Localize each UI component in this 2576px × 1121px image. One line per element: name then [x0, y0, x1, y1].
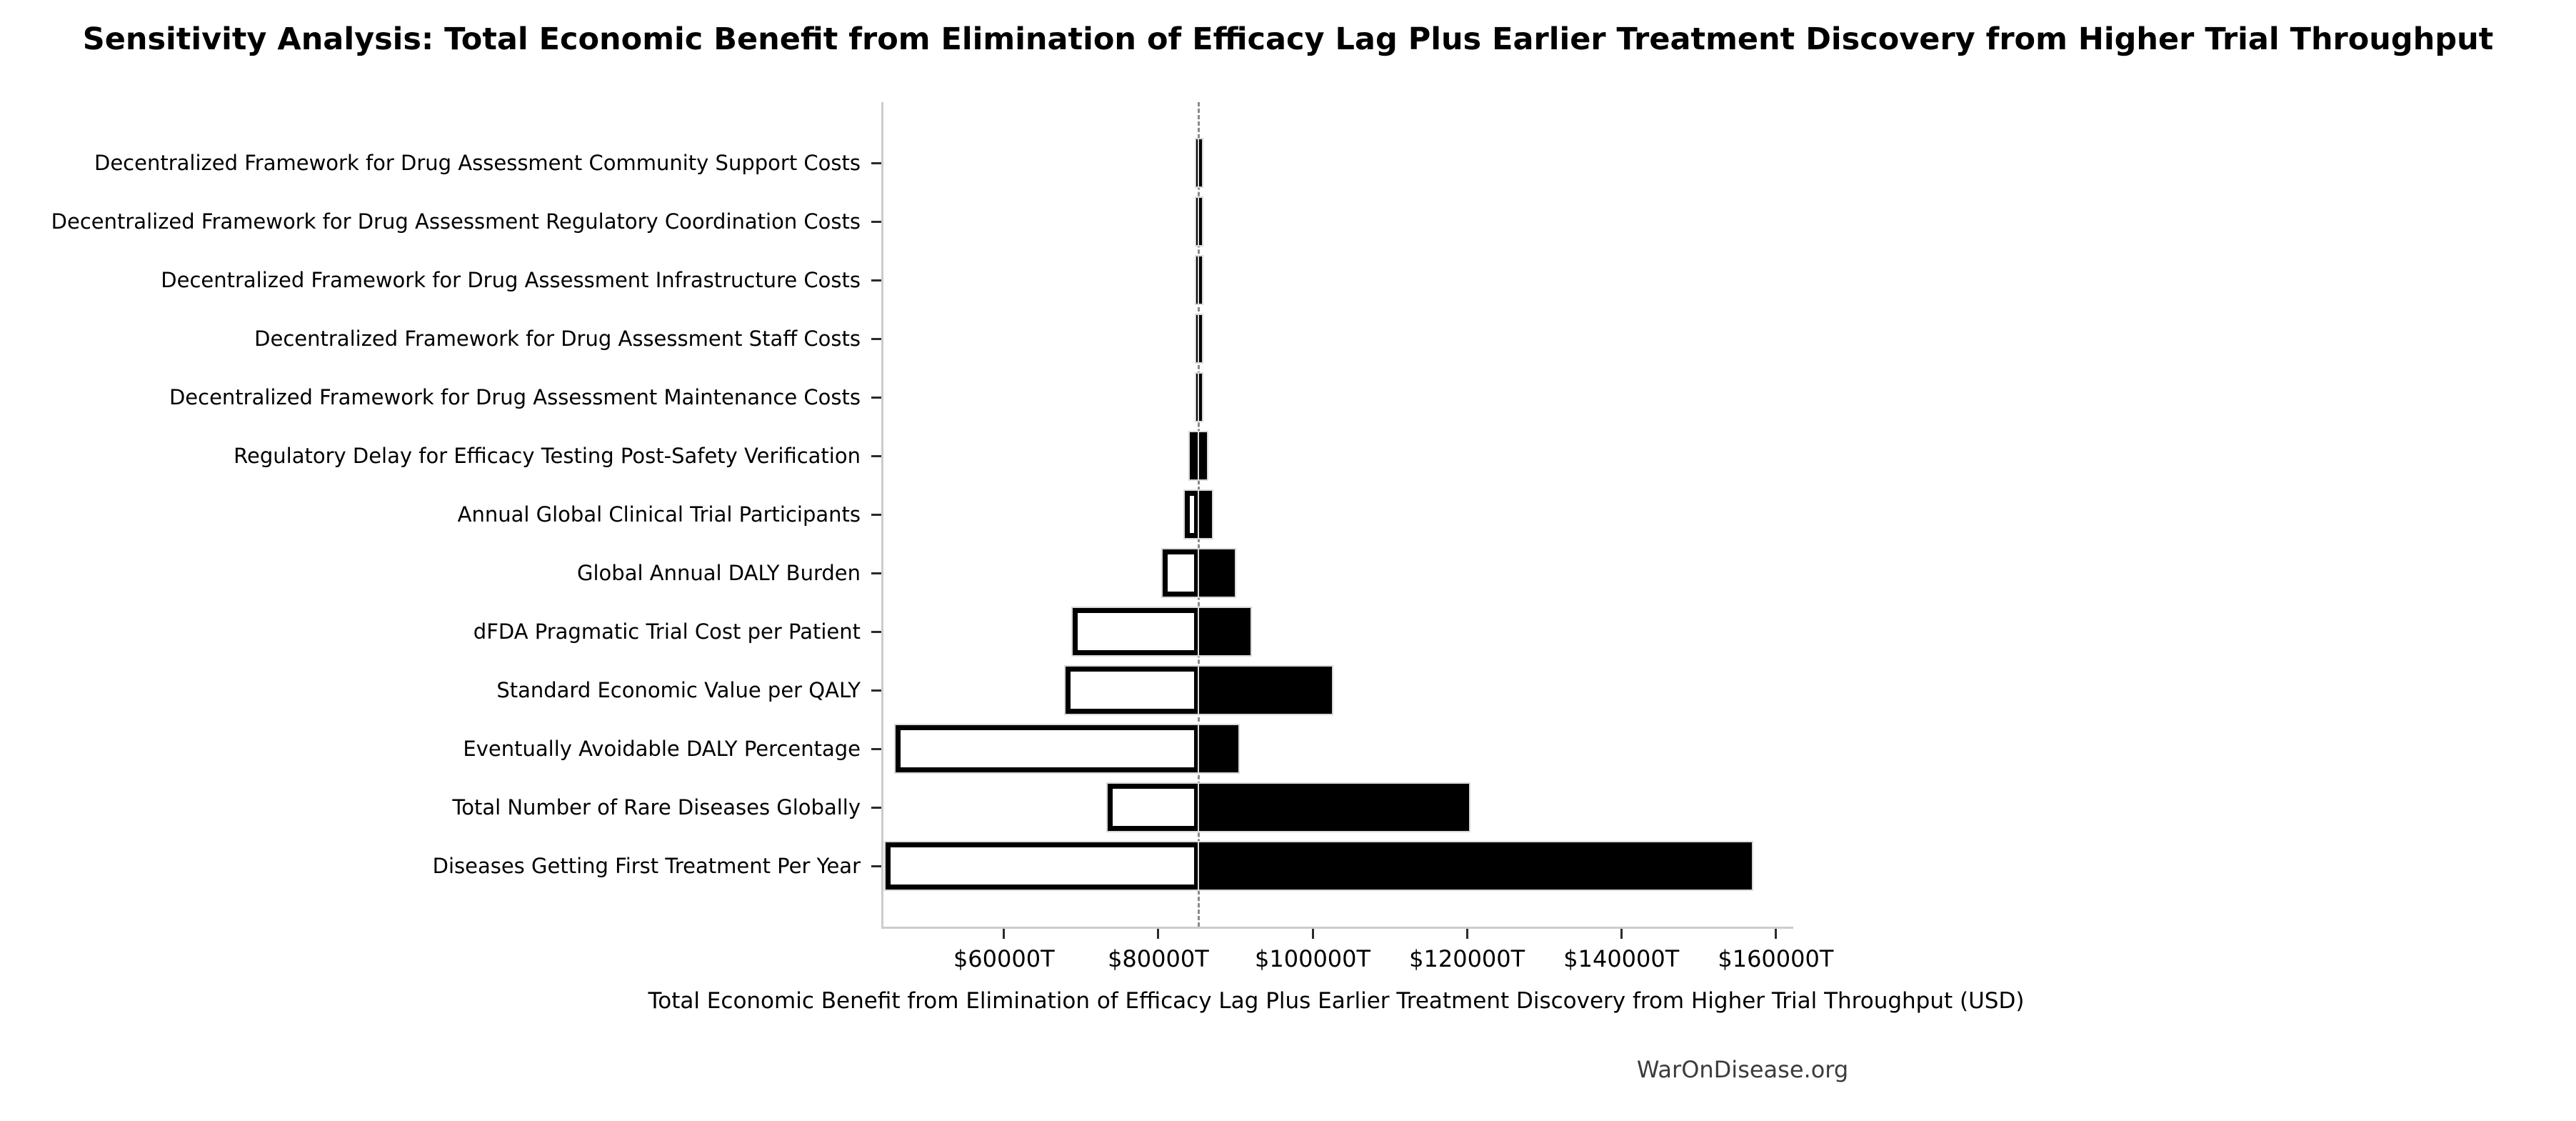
low-bar — [1064, 665, 1201, 715]
y-tick-label: Annual Global Clinical Trial Participant… — [457, 502, 861, 527]
low-bar — [1188, 431, 1201, 481]
y-tick-label: Total Number of Rare Diseases Globally — [452, 795, 861, 819]
low-bar — [1183, 489, 1201, 539]
y-tick-label: Global Annual DALY Burden — [577, 561, 861, 585]
high-bar — [1197, 138, 1204, 188]
y-tick-label: Decentralized Framework for Drug Assessm… — [161, 268, 861, 292]
low-bar — [1195, 196, 1201, 246]
x-tick-mark — [1465, 929, 1468, 939]
high-bar — [1197, 489, 1214, 539]
x-tick-label: $80000T — [1108, 945, 1209, 972]
high-bar — [1197, 782, 1470, 832]
high-bar — [1197, 548, 1236, 598]
high-bar — [1197, 255, 1204, 305]
y-tick-mark — [871, 689, 881, 692]
y-tick-mark — [871, 279, 881, 282]
x-tick-label: $100000T — [1255, 945, 1371, 972]
chart-title: Sensitivity Analysis: Total Economic Ben… — [82, 21, 2494, 57]
y-tick-mark — [871, 865, 881, 867]
high-bar — [1197, 314, 1204, 364]
y-tick-mark — [871, 161, 881, 164]
y-tick-mark — [871, 220, 881, 223]
x-tick-mark — [1774, 929, 1777, 939]
high-bar — [1197, 372, 1204, 422]
low-bar — [884, 841, 1201, 891]
low-bar — [1195, 372, 1201, 422]
y-tick-mark — [871, 747, 881, 750]
x-tick-label: $140000T — [1563, 945, 1680, 972]
y-tick-mark — [871, 630, 881, 633]
x-tick-label: $160000T — [1718, 945, 1834, 972]
x-tick-mark — [1157, 929, 1160, 939]
x-tick-mark — [1003, 929, 1006, 939]
y-tick-label: Eventually Avoidable DALY Percentage — [463, 737, 861, 761]
footer-watermark: WarOnDisease.org — [1636, 1056, 1849, 1083]
y-tick-label: Regulatory Delay for Efficacy Testing Po… — [234, 444, 861, 468]
x-tick-label: $120000T — [1409, 945, 1525, 972]
low-bar — [1071, 607, 1201, 657]
high-bar — [1197, 607, 1252, 657]
y-tick-mark — [871, 454, 881, 457]
y-tick-mark — [871, 806, 881, 809]
low-bar — [1195, 314, 1201, 364]
high-bar — [1197, 724, 1240, 774]
low-bar — [1161, 548, 1201, 598]
x-axis-label: Total Economic Benefit from Elimination … — [648, 988, 2025, 1014]
low-bar — [1195, 138, 1201, 188]
low-bar — [1195, 255, 1201, 305]
y-tick-label: dFDA Pragmatic Trial Cost per Patient — [473, 619, 861, 644]
low-bar — [1106, 782, 1201, 832]
x-tick-mark — [1620, 929, 1623, 939]
x-tick-label: $60000T — [953, 945, 1055, 972]
y-tick-mark — [871, 572, 881, 574]
y-tick-mark — [871, 396, 881, 399]
y-tick-label: Decentralized Framework for Drug Assessm… — [254, 327, 861, 351]
high-bar — [1197, 196, 1204, 246]
high-bar — [1197, 665, 1333, 715]
y-tick-label: Diseases Getting First Treatment Per Yea… — [432, 854, 861, 878]
low-bar — [894, 724, 1201, 774]
y-tick-label: Decentralized Framework for Drug Assessm… — [169, 385, 861, 409]
y-tick-label: Standard Economic Value per QALY — [496, 678, 861, 702]
high-bar — [1197, 841, 1753, 891]
x-tick-mark — [1311, 929, 1314, 939]
y-tick-mark — [871, 513, 881, 516]
plot-area — [881, 102, 1793, 929]
high-bar — [1197, 431, 1208, 481]
y-tick-label: Decentralized Framework for Drug Assessm… — [94, 151, 861, 175]
y-tick-mark — [871, 337, 881, 340]
y-tick-label: Decentralized Framework for Drug Assessm… — [51, 209, 861, 234]
